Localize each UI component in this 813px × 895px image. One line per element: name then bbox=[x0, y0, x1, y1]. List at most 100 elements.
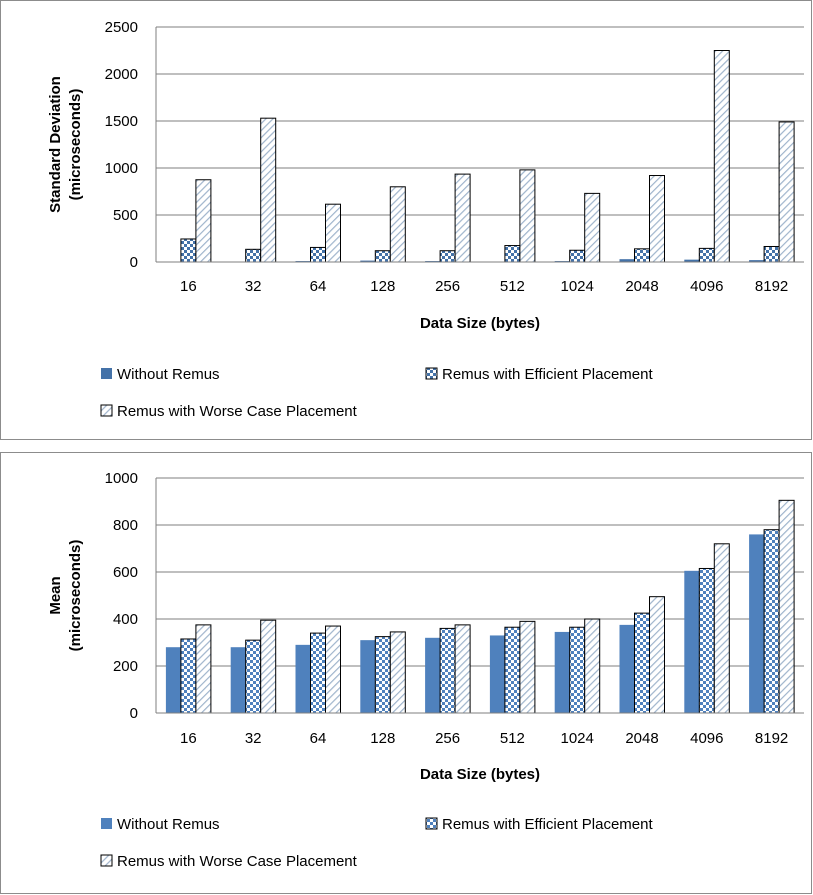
bar-4096-series-2 bbox=[698, 247, 715, 263]
x-tick-label: 1024 bbox=[561, 730, 594, 747]
bar-256-series-2 bbox=[439, 627, 456, 714]
bar-512-series-3 bbox=[519, 169, 536, 263]
bar-512-series-2 bbox=[504, 626, 521, 714]
mean-chart: 0 200 400 600 800 1000 Mean (microseconds) 16 32 6… bbox=[47, 470, 804, 870]
legend-label-3: Remus with Worse Case Placement bbox=[117, 853, 358, 870]
bar-4096-series-2 bbox=[698, 567, 715, 714]
legend-label-2: Remus with Efficient Placement bbox=[442, 816, 653, 833]
x-tick-label: 256 bbox=[435, 730, 460, 747]
bar-128-series-3 bbox=[389, 631, 406, 714]
bar-128-series-2 bbox=[374, 636, 391, 714]
bar-8192-series-1 bbox=[749, 534, 765, 713]
y-tick-label: 1500 bbox=[105, 113, 138, 130]
bar-1024-series-2 bbox=[569, 249, 586, 263]
x-tick-label: 512 bbox=[500, 278, 525, 295]
x-axis-title: Data Size (bytes) bbox=[420, 766, 540, 783]
y-axis-title-line: Standard Deviation bbox=[47, 76, 64, 213]
y-axis-title-line: (microseconds) bbox=[67, 89, 84, 201]
std-dev-chart: 0 500 1000 1500 2000 2500 Standard Deviation (m… bbox=[47, 19, 804, 420]
bar-4096-series-3 bbox=[713, 50, 730, 263]
y-tick-label: 2000 bbox=[105, 66, 138, 83]
bar-128-series-2 bbox=[374, 250, 391, 263]
legend-label-1: Without Remus bbox=[117, 366, 220, 383]
y-axis-title-line: (microseconds) bbox=[67, 540, 84, 652]
x-tick-label: 256 bbox=[435, 278, 460, 295]
bar-8192-series-1 bbox=[749, 260, 765, 262]
bar-512-series-2 bbox=[504, 245, 521, 263]
bar-32-series-2 bbox=[245, 248, 262, 263]
legend-swatch-3 bbox=[100, 854, 113, 867]
bar-256-series-1 bbox=[425, 637, 441, 713]
mean-chart-panel: 0 200 400 600 800 1000 Mean (microseconds) 16 32 6… bbox=[0, 452, 812, 894]
x-tick-label: 64 bbox=[310, 278, 327, 295]
bar-2048-series-1 bbox=[619, 624, 635, 713]
x-axis-title: Data Size (bytes) bbox=[420, 315, 540, 332]
bar-1024-series-3 bbox=[584, 192, 601, 263]
bar-64-series-1 bbox=[295, 644, 311, 713]
bar-16-series-2 bbox=[180, 238, 197, 263]
legend-label-2: Remus with Efficient Placement bbox=[442, 366, 653, 383]
y-axis-title: Mean (microseconds) bbox=[47, 540, 84, 652]
x-tick-label: 32 bbox=[245, 278, 262, 295]
bar-32-series-3 bbox=[260, 619, 277, 714]
x-tick-label: 32 bbox=[245, 730, 262, 747]
x-tick-label: 4096 bbox=[690, 278, 723, 295]
bar-128-series-1 bbox=[360, 640, 376, 713]
std-dev-chart-panel: 0 500 1000 1500 2000 2500 Standard Deviation (m… bbox=[0, 0, 812, 440]
x-tick-label: 512 bbox=[500, 730, 525, 747]
bar-256-series-3 bbox=[454, 173, 471, 263]
x-tick-label: 2048 bbox=[625, 278, 658, 295]
legend-swatch-2 bbox=[425, 367, 438, 380]
y-axis-title-line: Mean bbox=[47, 576, 64, 614]
x-tick-label: 16 bbox=[180, 278, 197, 295]
x-tick-label: 1024 bbox=[561, 278, 594, 295]
bar-64-series-2 bbox=[310, 632, 326, 714]
legend-label-3: Remus with Worse Case Placement bbox=[117, 403, 358, 420]
legend-swatch-1 bbox=[101, 818, 112, 829]
bar-2048-series-2 bbox=[634, 248, 650, 263]
bar-2048-series-1 bbox=[619, 259, 635, 262]
bar-128-series-1 bbox=[360, 260, 376, 262]
x-tick-label: 4096 bbox=[690, 730, 723, 747]
y-tick-label: 1000 bbox=[105, 470, 138, 487]
bar-1024-series-2 bbox=[569, 626, 586, 714]
legend-swatch-1 bbox=[101, 368, 112, 379]
x-tick-label: 64 bbox=[310, 730, 327, 747]
bar-512-series-3 bbox=[519, 620, 536, 714]
x-tick-label: 128 bbox=[370, 730, 395, 747]
bar-1024-series-3 bbox=[584, 618, 601, 714]
bar-16-series-3 bbox=[195, 624, 212, 714]
bar-64-series-2 bbox=[310, 246, 326, 263]
y-tick-label: 600 bbox=[113, 564, 138, 581]
bar-2048-series-3 bbox=[649, 596, 665, 714]
bar-8192-series-3 bbox=[778, 499, 795, 714]
bar-4096-series-3 bbox=[713, 543, 730, 714]
x-tick-label: 2048 bbox=[625, 730, 658, 747]
bar-64-series-3 bbox=[325, 625, 341, 714]
bar-4096-series-1 bbox=[684, 570, 700, 713]
x-tick-label: 128 bbox=[370, 278, 395, 295]
bar-2048-series-2 bbox=[634, 612, 650, 714]
bar-8192-series-2 bbox=[763, 529, 780, 714]
y-tick-label: 400 bbox=[113, 611, 138, 628]
bar-32-series-1 bbox=[230, 647, 246, 713]
bar-128-series-3 bbox=[389, 186, 406, 263]
bar-1024-series-1 bbox=[554, 631, 570, 713]
bar-8192-series-2 bbox=[763, 245, 780, 263]
bar-512-series-1 bbox=[489, 635, 505, 713]
legend-label-1: Without Remus bbox=[117, 816, 220, 833]
y-tick-label: 1000 bbox=[105, 160, 138, 177]
bar-256-series-2 bbox=[439, 250, 456, 263]
legend-swatch-3 bbox=[100, 404, 113, 417]
bar-4096-series-1 bbox=[684, 259, 700, 262]
y-tick-label: 800 bbox=[113, 517, 138, 534]
bar-32-series-2 bbox=[245, 639, 262, 714]
y-tick-label: 2500 bbox=[105, 19, 138, 36]
bar-2048-series-3 bbox=[649, 175, 665, 263]
legend-swatch-2 bbox=[425, 817, 438, 830]
y-tick-label: 0 bbox=[130, 705, 138, 722]
bar-64-series-3 bbox=[325, 203, 341, 263]
x-tick-label: 8192 bbox=[755, 730, 788, 747]
x-tick-label: 8192 bbox=[755, 278, 788, 295]
x-tick-label: 16 bbox=[180, 730, 197, 747]
